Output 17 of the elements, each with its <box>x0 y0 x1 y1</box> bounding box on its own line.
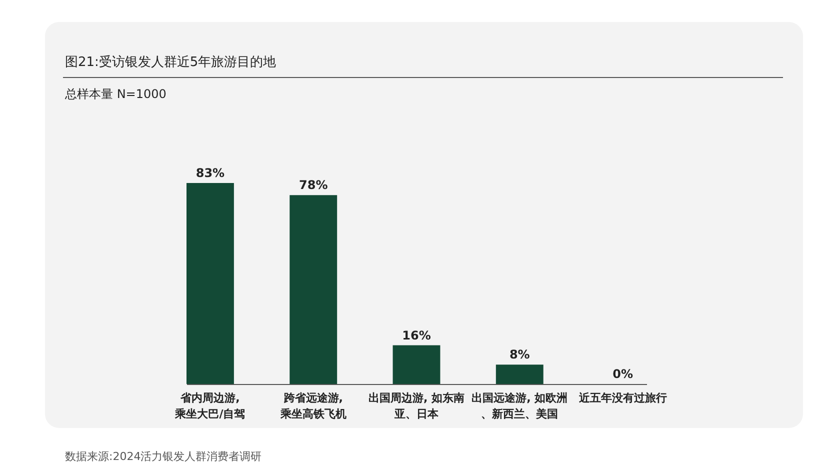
x-tick-label: 出国远途游, 如欧洲、新西兰、美国 <box>472 392 568 420</box>
data-label: 8% <box>509 348 530 362</box>
chart-title: 图21:受访银发人群近5年旅游目的地 <box>65 54 276 71</box>
bar <box>392 345 440 384</box>
x-tick-label: 近五年没有过旅行 <box>578 392 667 404</box>
data-label: 16% <box>402 328 431 342</box>
chart-subtitle: 总样本量 N=1000 <box>65 86 166 103</box>
bar <box>290 195 338 384</box>
data-label: 78% <box>298 178 328 192</box>
data-label: 83% <box>196 166 225 180</box>
bar <box>186 183 234 384</box>
data-label: 0% <box>612 367 633 381</box>
bar <box>496 364 544 384</box>
x-tick-label: 出国周边游, 如东南亚、日本 <box>368 392 465 420</box>
source-note: 数据来源:2024活力银发人群消费者调研 <box>65 449 262 464</box>
x-tick-label: 跨省远途游,乘坐高铁飞机 <box>279 392 346 420</box>
x-tick-label: 省内周边游,乘坐大巴/自驾 <box>174 392 246 420</box>
